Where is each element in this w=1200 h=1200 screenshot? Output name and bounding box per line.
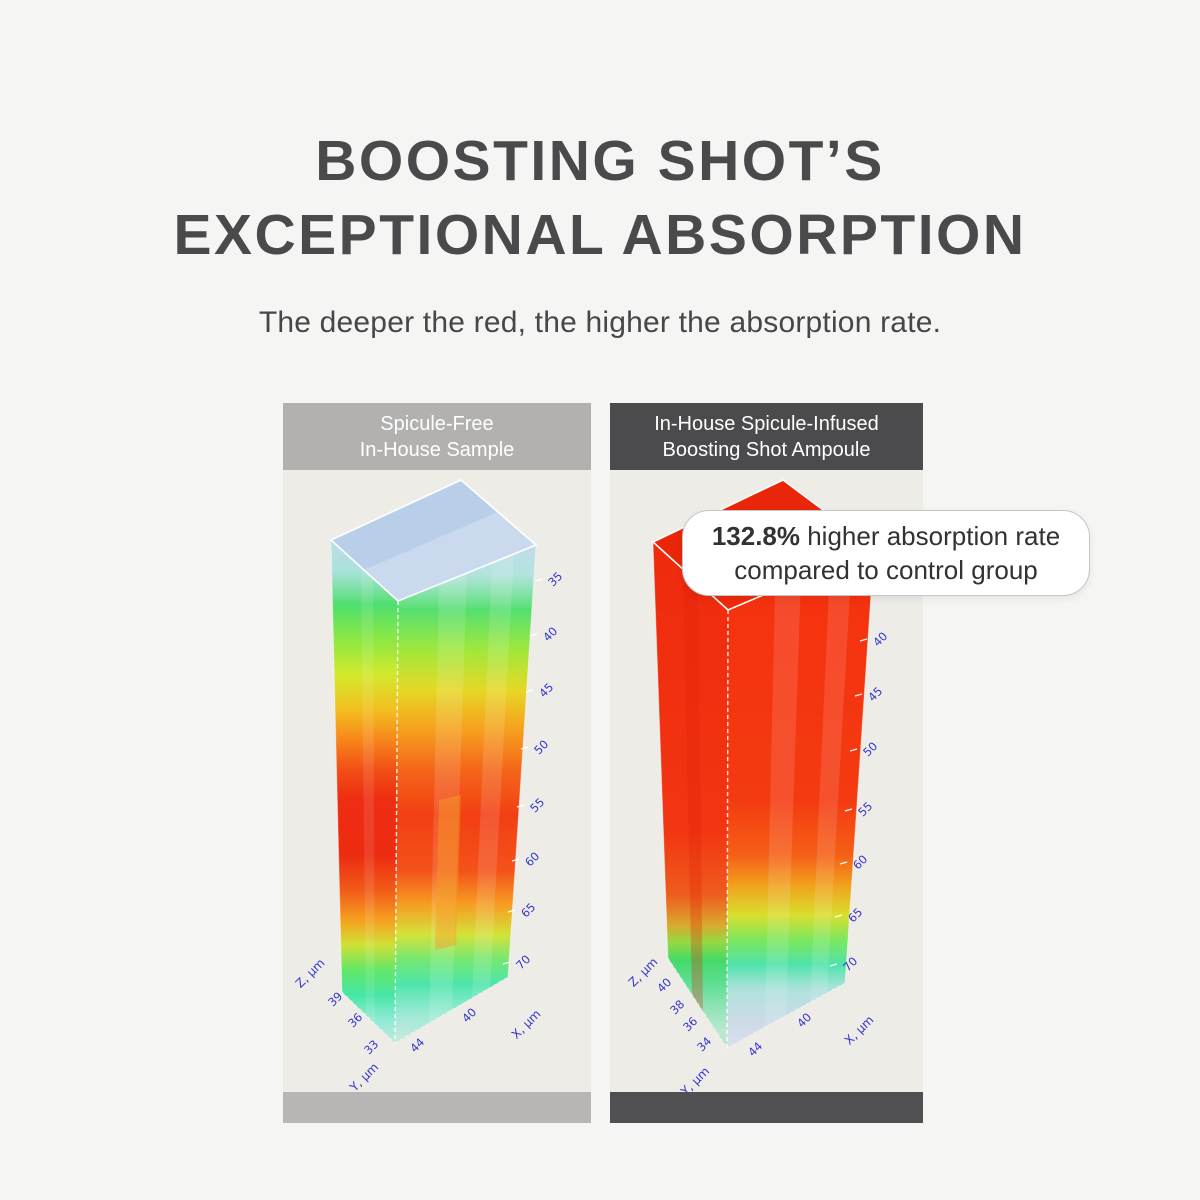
x-tick-label: 40 xyxy=(794,1010,814,1030)
y-tick-label: 34 xyxy=(694,1034,714,1054)
page-title-line2: EXCEPTIONAL ABSORPTION xyxy=(173,203,1027,268)
absorption-callout-highlight: 132.8% xyxy=(711,521,800,551)
panel-spicule-infused-footer xyxy=(610,1092,923,1123)
panel-spicule-infused-header-line2: Boosting Shot Ampoule xyxy=(662,438,871,461)
comparison-panels: Spicule-Free In-House Sample xyxy=(283,403,923,1123)
y-tick-label: 38 xyxy=(667,997,687,1017)
panel-spicule-free-header: Spicule-Free In-House Sample xyxy=(283,403,591,470)
absorption-callout-line1: 132.8% higher absorption rate xyxy=(683,519,1089,553)
z-tick-label: 65 xyxy=(518,900,538,920)
panel-spicule-infused-header: In-House Spicule-Infused Boosting Shot Am… xyxy=(610,403,923,470)
tick-mark xyxy=(507,909,516,913)
y-axis-label: Y, μm xyxy=(346,1060,381,1092)
y-tick-label: 36 xyxy=(680,1014,700,1034)
absorption-callout-rest: higher absorption rate xyxy=(800,521,1061,551)
bottom-left-edge xyxy=(341,991,396,1044)
voxel-stripe xyxy=(765,579,801,1027)
page-title: BOOSTING SHOT’S EXCEPTIONAL ABSORPTION xyxy=(0,124,1200,272)
x-tick-label: 44 xyxy=(745,1039,765,1059)
y-tick-label: 40 xyxy=(654,975,674,995)
tick-mark xyxy=(854,693,863,697)
column-left-face xyxy=(331,540,398,1043)
z-tick-label: 40 xyxy=(540,624,560,644)
panel-spicule-free-footer xyxy=(283,1092,591,1123)
z-tick-label: 35 xyxy=(545,569,565,589)
panel-spicule-free: Spicule-Free In-House Sample xyxy=(283,403,591,1123)
z-tick-label: 50 xyxy=(860,739,880,759)
voxel-stripe xyxy=(810,557,852,1003)
front-edge xyxy=(394,600,399,1044)
z-tick-label: 55 xyxy=(527,795,547,815)
column-right-face xyxy=(727,548,874,1048)
voxel-stripe-dark xyxy=(683,569,703,1012)
z-tick-label: 50 xyxy=(531,737,551,757)
y-axis-label: Y, μm xyxy=(677,1064,712,1092)
right-edge xyxy=(507,544,537,978)
z-tick-label: 60 xyxy=(522,849,542,869)
panel-spicule-free-header-line2: In-House Sample xyxy=(359,438,515,461)
y-tick-label: 33 xyxy=(361,1037,381,1057)
right-edge xyxy=(844,547,875,984)
bottom-right-edge xyxy=(726,982,846,1049)
tick-mark xyxy=(529,633,538,637)
chart-spicule-free: 35 40 45 50 55 60 65 70 39 36 33 xyxy=(283,470,591,1092)
left-edge xyxy=(652,541,669,959)
absorption-callout-line2: compared to control group xyxy=(734,555,1038,585)
voxel-stripe xyxy=(429,573,467,1023)
chart-spicule-free-svg: 35 40 45 50 55 60 65 70 39 36 33 xyxy=(293,479,565,1092)
tick-mark xyxy=(859,638,868,642)
z-tick-label: 55 xyxy=(855,799,875,819)
tick-mark xyxy=(834,914,843,918)
tick-mark xyxy=(525,689,534,693)
tick-mark xyxy=(849,748,858,752)
x-tick-label: 44 xyxy=(407,1035,427,1055)
tick-mark xyxy=(844,808,853,812)
top-face-voxel-band xyxy=(331,480,498,570)
tick-mark xyxy=(516,804,525,808)
top-face-edge xyxy=(329,479,538,602)
tick-mark xyxy=(534,578,543,582)
front-edge xyxy=(726,609,729,1049)
voxel-stripe-warm xyxy=(435,795,461,950)
x-tick-label: 40 xyxy=(459,1005,479,1025)
left-edge xyxy=(330,539,343,993)
panel-spicule-free-header-line1: Spicule-Free xyxy=(380,412,494,435)
column-top-face xyxy=(331,480,536,601)
page-subtitle: The deeper the red, the higher the absor… xyxy=(258,306,942,339)
tick-mark xyxy=(839,861,848,865)
absorption-callout: 132.8% higher absorption rate compared t… xyxy=(682,510,1090,596)
z-axis-label: Z, μm xyxy=(293,956,328,991)
tick-mark xyxy=(520,746,529,750)
column-right-face xyxy=(395,545,536,1043)
page-title-line1: BOOSTING SHOT’S xyxy=(315,129,885,194)
z-tick-label: 45 xyxy=(536,680,556,700)
x-axis-label: X, μm xyxy=(842,1013,877,1048)
voxel-stripe xyxy=(361,568,375,1024)
z-tick-label: 70 xyxy=(513,952,533,972)
panel-spicule-infused-header-line1: In-House Spicule-Infused xyxy=(654,412,879,435)
column-left-face xyxy=(653,542,728,1048)
voxel-stripe xyxy=(472,554,514,998)
tick-mark xyxy=(511,858,520,862)
bottom-right-edge xyxy=(394,976,509,1044)
volume-column-spicule-free xyxy=(329,479,538,1044)
z-tick-label: 45 xyxy=(865,684,885,704)
tick-mark xyxy=(829,963,838,967)
x-axis-label: X, μm xyxy=(509,1007,544,1042)
y-tick-label: 36 xyxy=(345,1010,365,1030)
z-tick-label: 40 xyxy=(870,629,890,649)
tick-mark xyxy=(502,961,511,965)
